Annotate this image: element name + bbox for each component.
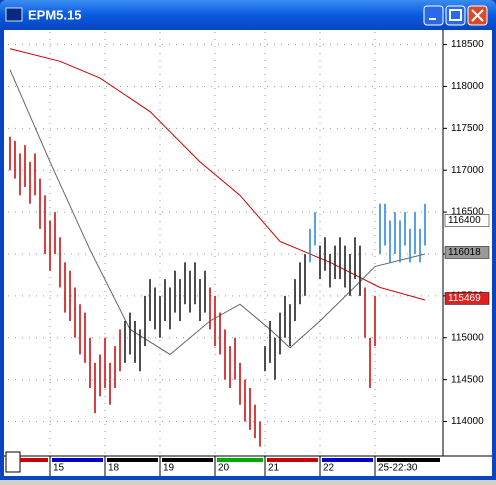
- maximize-button[interactable]: [445, 5, 466, 26]
- time-segment: [267, 458, 318, 462]
- time-segment: [377, 458, 440, 462]
- x-tick-label: 18: [108, 463, 120, 474]
- time-segment: [52, 458, 103, 462]
- price-marker-label: 115469: [448, 293, 481, 304]
- x-tick-label: 25-22:30: [378, 463, 418, 474]
- plot: 1140001145001150001155001160001165001170…: [8, 32, 490, 476]
- y-tick-label: 117500: [451, 123, 484, 134]
- window-title: EPM5.15: [28, 7, 81, 22]
- price-marker-label: 116018: [448, 247, 481, 258]
- y-tick-label: 114000: [451, 416, 484, 427]
- y-tick-label: 114500: [451, 374, 484, 385]
- price-marker: [444, 246, 490, 259]
- time-segment: [107, 458, 158, 462]
- x-tick-label: 21: [268, 463, 280, 474]
- y-tick-label: 118000: [451, 81, 484, 92]
- price-marker-label: 116400: [448, 215, 481, 226]
- time-segment: [217, 458, 263, 462]
- app-icon: [5, 7, 23, 22]
- close-button[interactable]: [467, 5, 488, 26]
- time-segment: [20, 458, 48, 462]
- x-tick-label: 20: [218, 463, 230, 474]
- y-tick-label: 116500: [451, 207, 484, 218]
- price-marker: [444, 214, 490, 227]
- x-tick-label: 15: [53, 463, 65, 474]
- x-tick-label: 22: [323, 463, 335, 474]
- minimize-button[interactable]: [423, 5, 444, 26]
- time-segment: [322, 458, 373, 462]
- chart-area: [4, 30, 492, 476]
- scroll-box[interactable]: [5, 451, 21, 473]
- time-segment: [162, 458, 213, 462]
- y-tick-label: 117000: [451, 165, 484, 176]
- price-marker: [444, 292, 490, 305]
- y-tick-label: 118500: [451, 39, 484, 50]
- title-bar: [0, 0, 496, 30]
- x-tick-label: 19: [163, 463, 175, 474]
- y-tick-label: 115000: [451, 332, 484, 343]
